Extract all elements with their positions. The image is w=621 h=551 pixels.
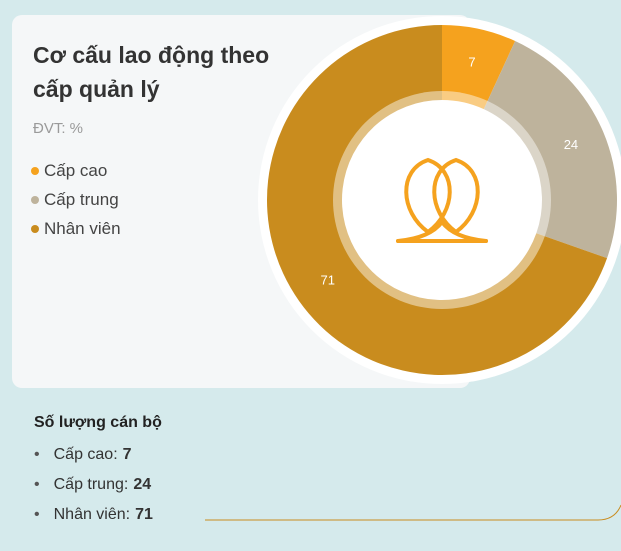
legend-label: Cấp trung xyxy=(44,189,119,209)
summary-value: 71 xyxy=(135,506,153,523)
summary-title: Số lượng cán bộ xyxy=(34,414,162,431)
summary-label: Cấp cao xyxy=(54,446,123,464)
chart-title: Cơ cấu lao động theo cấp quản lý xyxy=(33,42,270,102)
data-label: 24 xyxy=(564,137,578,152)
slices xyxy=(266,25,617,375)
divider xyxy=(205,504,621,521)
legend: Cấp cao Cấp trung Nhân viên xyxy=(31,156,121,243)
legend-swatch xyxy=(31,166,39,175)
chart-subtitle: ĐVT: % xyxy=(33,120,84,137)
legend-label: Cấp cao xyxy=(44,160,108,180)
summary-label: Cấp trung xyxy=(54,476,134,494)
summary-label: Nhân viên xyxy=(54,506,136,524)
summary-item: Cấp trung24 xyxy=(34,470,162,500)
legend-label: Nhân viên xyxy=(44,218,121,238)
legend-item: Nhân viên xyxy=(31,214,121,243)
legend-item: Cấp cao xyxy=(31,156,121,185)
summary-item: Cấp cao7 xyxy=(34,440,162,470)
summary-value: 24 xyxy=(133,476,152,493)
data-label: 71 xyxy=(320,272,334,287)
summary-value: 7 xyxy=(122,446,132,463)
slice xyxy=(442,25,516,110)
legend-item: Cấp trung xyxy=(31,185,121,214)
data-label: 7 xyxy=(468,55,475,70)
legend-swatch xyxy=(31,195,39,204)
slice xyxy=(483,41,617,259)
legend-swatch xyxy=(31,224,39,233)
summary-list: Cấp cao7Cấp trung24Nhân viên71 xyxy=(34,440,162,530)
donut-center xyxy=(352,110,532,290)
summary-item: Nhân viên71 xyxy=(34,500,162,530)
summary: Số lượng cán bộ Cấp cao7Cấp trung24Nhân … xyxy=(34,414,162,530)
slice xyxy=(266,25,608,375)
logo xyxy=(396,157,488,243)
